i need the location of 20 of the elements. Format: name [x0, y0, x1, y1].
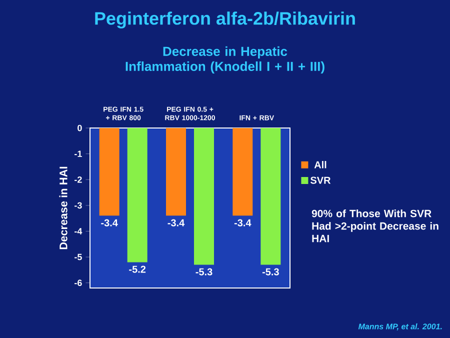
chart-subtitle: Decrease in Hepatic Inflammation (Knodell I + II + III) [126, 46, 324, 74]
data-label: -3.4 [234, 219, 252, 226]
y-tick-label: -4 [74, 228, 82, 234]
y-tick-label: -6 [74, 280, 82, 286]
y-tick-label: -1 [74, 150, 82, 157]
y-tick-label: -3 [74, 202, 82, 209]
text: Manns MP, et al. 2001. [358, 323, 442, 330]
data-label: -3.4 [101, 219, 118, 226]
chart-title: Peginterferon alfa-2b/Ribavirin [95, 12, 355, 28]
data-label: -5.3 [262, 268, 279, 276]
data-label: -5.3 [196, 268, 212, 276]
data-label: -5.2 [129, 266, 146, 273]
legend-label: SVR [310, 176, 331, 184]
y-tick-label: -5 [74, 254, 82, 260]
y-tick-label: -2 [74, 176, 82, 183]
legend-label: All [314, 161, 326, 168]
data-label: -3.4 [168, 219, 185, 226]
y-axis-title: Decrease in HAI [59, 166, 68, 250]
y-tick-label: 0 [78, 124, 82, 132]
text: 90% of Those With SVR Had >2-point Decrease in HAI [312, 210, 438, 242]
